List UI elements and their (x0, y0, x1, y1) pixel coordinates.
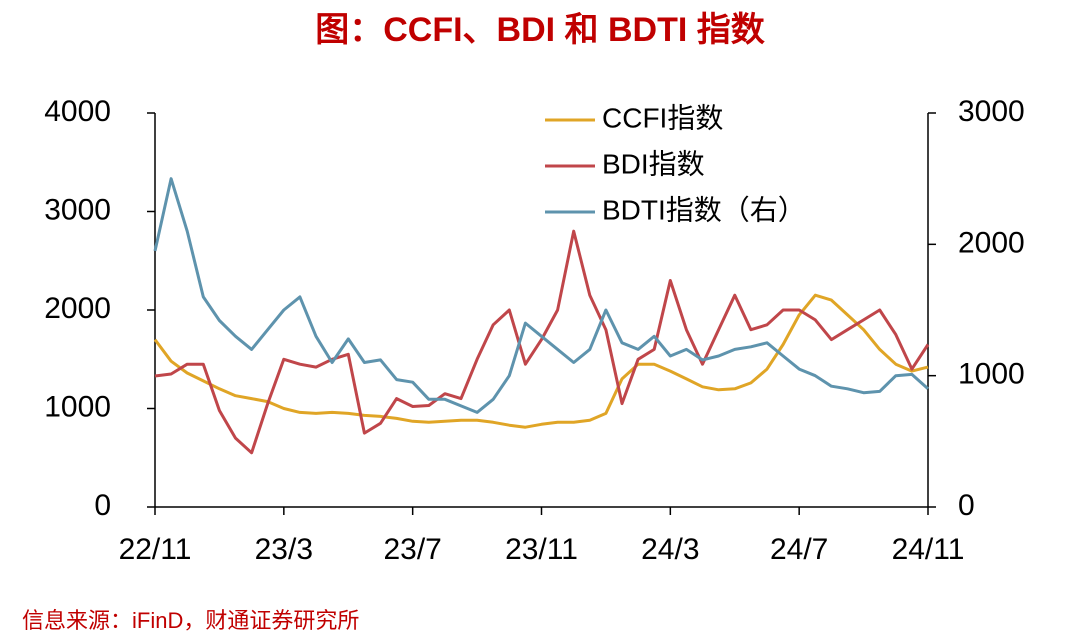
x-tick-label: 24/7 (770, 533, 828, 566)
chart-title: 图：CCFI、BDI 和 BDTI 指数 (315, 11, 765, 49)
y2-tick-label: 1000 (958, 358, 1025, 391)
y-tick-label: 3000 (44, 193, 111, 226)
y-tick-label: 2000 (44, 292, 111, 325)
y2-tick-label: 3000 (958, 95, 1025, 128)
x-tick-label: 24/11 (892, 533, 965, 566)
series-line (153, 177, 929, 414)
legend-label: BDTI指数（右） (602, 194, 806, 225)
legend-label: CCFI指数 (602, 102, 723, 133)
source-note: 信息来源：iFinD，财通证券研究所 (22, 608, 359, 633)
y-tick-label: 1000 (44, 390, 111, 423)
y-tick-label: 4000 (44, 95, 111, 128)
x-tick-label: 23/7 (383, 533, 441, 566)
y2-tick-label: 2000 (958, 226, 1025, 259)
y2-tick-label: 0 (958, 489, 975, 522)
series-line (153, 293, 929, 429)
series-line (154, 229, 930, 455)
y-tick-label: 0 (94, 489, 111, 522)
legend-label: BDI指数 (602, 148, 705, 179)
x-tick-label: 24/3 (641, 533, 699, 566)
x-tick-label: 22/11 (119, 533, 192, 566)
x-tick-label: 23/3 (255, 533, 313, 566)
x-tick-label: 23/11 (505, 533, 578, 566)
